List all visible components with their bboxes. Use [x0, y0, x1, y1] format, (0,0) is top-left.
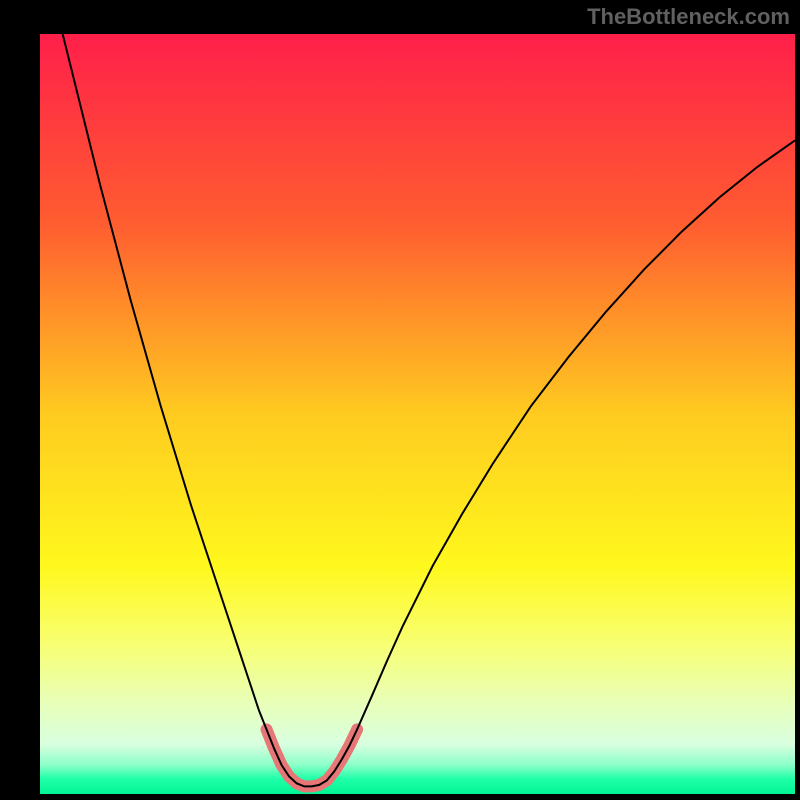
bottleneck-chart: [40, 34, 795, 794]
chart-outer: TheBottleneck.com: [0, 0, 800, 800]
plot-area: [40, 34, 795, 794]
watermark-text: TheBottleneck.com: [587, 4, 790, 30]
gradient-background: [40, 34, 795, 794]
